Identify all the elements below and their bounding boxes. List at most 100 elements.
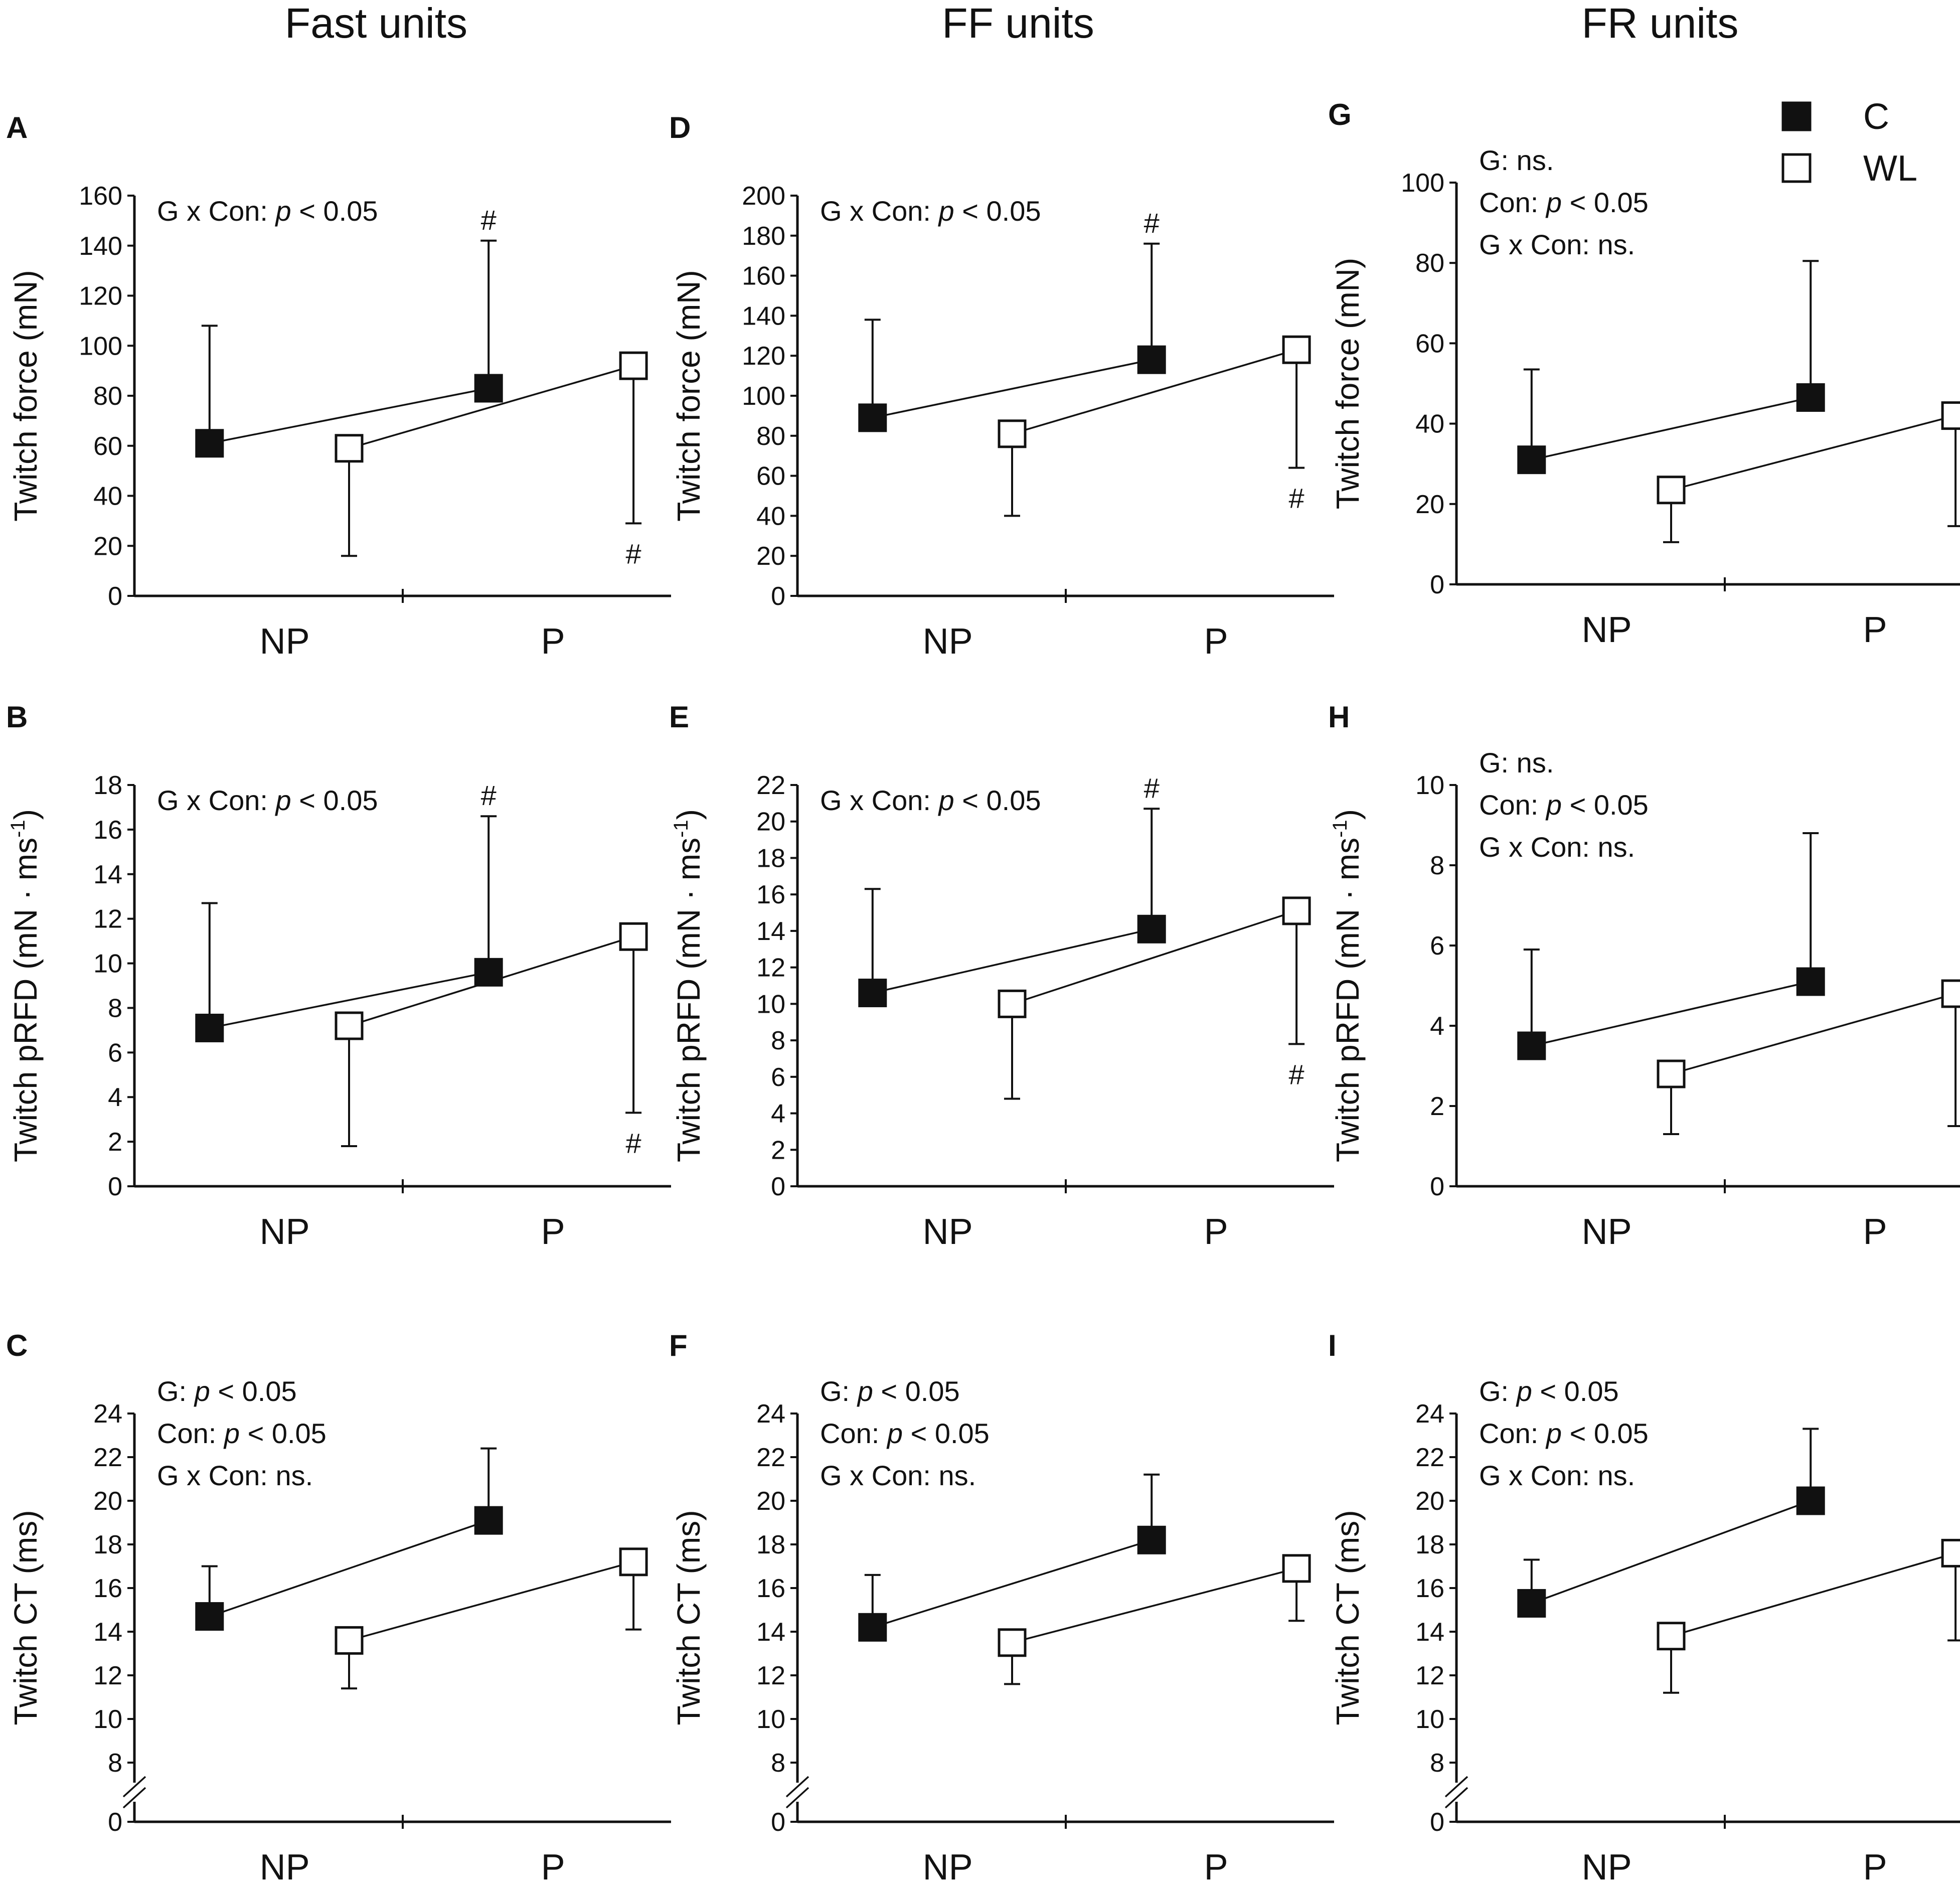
y-tick-label: 4 <box>1430 1012 1444 1041</box>
y-tick-label: 140 <box>742 301 785 331</box>
y-tick-label: 8 <box>108 1749 122 1778</box>
y-tick-label: 0 <box>771 1172 785 1201</box>
y-axis-label: Twitch CT (ms) <box>671 1510 707 1725</box>
series-wl <box>335 351 648 557</box>
series-wl <box>335 1547 648 1690</box>
data-point-wl-p <box>619 351 648 380</box>
panel-I: I 0 8 10 12 14 16 18 20 22 24 Twitch CT (ms) NP P G: p… <box>1328 1329 1960 1885</box>
y-axis-label-close: ) <box>1330 809 1366 820</box>
column-title-2: FF units <box>942 0 1094 47</box>
y-tick-label: 0 <box>1430 1172 1444 1201</box>
y-axis-label: Twitch pRFD (mN · ms-1) <box>7 809 44 1162</box>
y-tick-label: 10 <box>93 950 122 979</box>
series-line <box>1012 910 1297 1005</box>
stat-annotation-segment: G x Con: ns. <box>1479 229 1635 260</box>
legend-label-c: C <box>1863 97 1889 137</box>
y-tick-label: 16 <box>756 1574 785 1603</box>
x-category-label-p: P <box>1204 1847 1228 1885</box>
y-tick-label: 12 <box>93 1661 122 1690</box>
significance-hash: # <box>626 538 641 569</box>
legend-marker-c <box>1781 101 1812 131</box>
stat-annotation: G x Con: ns. <box>1479 831 1635 863</box>
panel-A: A 0 20 40 60 80 100 120 140 160 Twitch force (mN) N… <box>6 111 671 662</box>
panel-D: D 0 20 40 60 80 100 120 140 160 180 200 Twitch force… <box>669 111 1334 662</box>
panel-letter: D <box>669 111 691 144</box>
stat-annotation-segment: Con: <box>1479 187 1546 218</box>
data-point-wl-np <box>998 1628 1027 1657</box>
stat-annotation: Con: p < 0.05 <box>1479 789 1649 821</box>
x-category-label-p: P <box>1863 610 1887 650</box>
series-c <box>1517 832 1825 1060</box>
series-c <box>195 815 503 1042</box>
series-line <box>209 1519 489 1618</box>
stat-annotation: G x Con: p < 0.05 <box>157 195 378 227</box>
stat-annotation-segment: p <box>1545 1418 1562 1449</box>
y-tick-label: 12 <box>1415 1661 1444 1690</box>
stat-annotation-segment: p <box>275 195 291 227</box>
stat-annotation: G x Con: ns. <box>1479 229 1635 260</box>
series-wl <box>1657 979 1960 1135</box>
y-tick-label: 80 <box>1415 249 1444 278</box>
stat-annotation-segment: < 0.05 <box>240 1418 326 1449</box>
data-point-c-p <box>1137 914 1166 944</box>
y-axis-label: Twitch CT (ms) <box>1330 1510 1366 1725</box>
stat-annotation-segment: < 0.05 <box>903 1418 990 1449</box>
series-line <box>1531 396 1811 461</box>
stat-annotation-segment: < 0.05 <box>210 1375 297 1407</box>
stat-annotation-segment: p <box>275 784 291 816</box>
stat-annotation-segment: G x Con: <box>820 784 939 816</box>
stat-annotation: G x Con: p < 0.05 <box>820 195 1041 227</box>
stat-annotation-segment: p <box>1545 187 1562 218</box>
x-category-label-np: NP <box>1582 1847 1632 1885</box>
legend: C WL <box>1781 97 1917 189</box>
data-point-c-p <box>1137 1525 1166 1554</box>
stat-annotation-segment: Con: <box>157 1418 224 1449</box>
data-point-c-np <box>858 403 887 432</box>
x-category-label-np: NP <box>1582 610 1632 650</box>
column-title-3: FR units <box>1582 0 1739 47</box>
series-c <box>195 1447 503 1631</box>
y-axis-label-text: Twitch pRFD (mN · ms <box>671 838 707 1162</box>
y-tick-label: 100 <box>742 382 785 411</box>
stat-annotation-segment: Con: <box>820 1418 887 1449</box>
x-category-label-np: NP <box>923 1847 973 1885</box>
y-tick-label: 2 <box>108 1128 122 1157</box>
series-wl <box>1657 1538 1960 1694</box>
data-point-wl-np <box>1657 1059 1686 1088</box>
y-tick-label: 80 <box>93 382 122 411</box>
data-point-wl-np <box>1657 1622 1686 1651</box>
stat-annotation-segment: < 0.05 <box>873 1375 960 1407</box>
y-axis-label-superscript: -1 <box>7 820 29 838</box>
x-category-label-p: P <box>541 621 565 662</box>
x-category-label-np: NP <box>260 1212 310 1252</box>
y-tick-label: 6 <box>1430 931 1444 961</box>
y-tick-label: 20 <box>756 1487 785 1516</box>
stat-annotation-segment: p <box>1545 789 1562 821</box>
x-category-label-p: P <box>1204 621 1228 662</box>
stat-annotation-segment: < 0.05 <box>1562 187 1649 218</box>
x-category-label-np: NP <box>260 1847 310 1885</box>
y-tick-label: 80 <box>756 422 785 451</box>
y-tick-label: 24 <box>93 1399 122 1429</box>
stat-annotation-segment: < 0.05 <box>954 784 1041 816</box>
series-c <box>858 1473 1166 1642</box>
stat-annotation-segment: Con: <box>1479 789 1546 821</box>
stat-annotation: G x Con: p < 0.05 <box>820 784 1041 816</box>
stat-annotation: Con: p < 0.05 <box>1479 187 1649 218</box>
y-tick-label: 160 <box>79 182 122 211</box>
series-line <box>1531 981 1811 1047</box>
panel-H: H 0 2 4 6 8 10 Twitch pRFD (mN · ms-1) NP P G: ns.… <box>1328 700 1960 1252</box>
y-tick-label: 12 <box>93 905 122 934</box>
stat-annotation-segment: G x Con: ns. <box>820 1460 976 1491</box>
stat-annotation: G: p < 0.05 <box>820 1375 960 1407</box>
y-tick-label: 18 <box>1415 1530 1444 1559</box>
y-tick-label: 0 <box>108 1808 122 1837</box>
series-line <box>1671 1552 1956 1637</box>
y-tick-label: 8 <box>1430 851 1444 880</box>
y-tick-label: 8 <box>108 994 122 1023</box>
stat-annotation: G: p < 0.05 <box>157 1375 297 1407</box>
data-point-wl-p <box>1941 1538 1960 1567</box>
significance-hash: # <box>1144 772 1160 804</box>
data-point-c-np <box>858 1613 887 1642</box>
